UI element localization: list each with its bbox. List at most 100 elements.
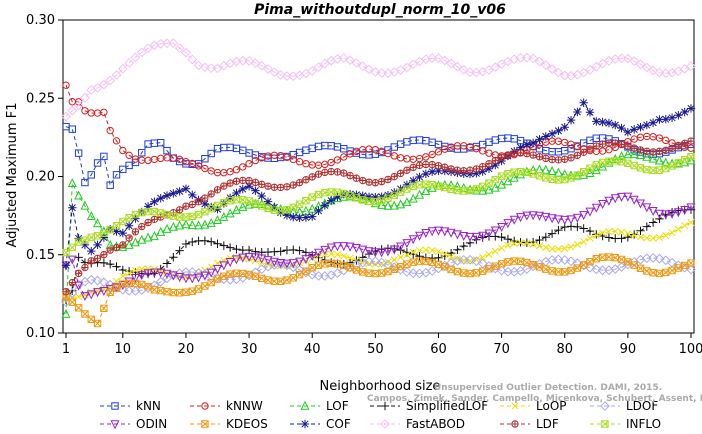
data-point (136, 47, 147, 58)
data-point (655, 166, 664, 174)
data-point (370, 67, 381, 77)
data-point (188, 159, 196, 168)
data-point (264, 182, 272, 190)
data-point (433, 226, 443, 236)
data-point (586, 145, 594, 153)
data-point (326, 243, 336, 253)
data-point (376, 68, 387, 78)
data-point (377, 178, 386, 186)
data-point (188, 190, 197, 200)
data-point (321, 188, 329, 197)
data-point (111, 70, 122, 80)
data-point (244, 252, 254, 262)
legend-swatch-marker (110, 420, 120, 430)
data-point (112, 262, 121, 271)
data-point (547, 129, 557, 138)
data-point (80, 92, 90, 103)
data-point (93, 159, 102, 167)
data-point (238, 201, 248, 211)
data-point (635, 199, 646, 209)
data-point (547, 229, 557, 238)
data-point (579, 224, 588, 233)
data-point (81, 263, 89, 272)
data-point (491, 160, 500, 170)
data-point (472, 165, 481, 173)
data-point (504, 169, 512, 178)
data-point (225, 243, 235, 252)
data-point (288, 259, 298, 269)
data-point (618, 228, 626, 236)
data-point (67, 177, 77, 187)
data-point (206, 63, 217, 74)
data-point (351, 243, 361, 253)
data-point (339, 189, 348, 199)
legend-label: kNN (136, 399, 161, 413)
data-point (686, 104, 696, 113)
data-point (560, 123, 569, 132)
data-point (397, 253, 405, 261)
legend-swatch-marker (380, 401, 390, 411)
data-point (162, 269, 172, 279)
legend-swatch-marker (511, 402, 519, 410)
legend-swatch-marker (300, 400, 310, 410)
data-point (389, 200, 399, 210)
data-point (611, 120, 620, 130)
data-point (643, 147, 651, 155)
data-point (244, 56, 254, 66)
data-point (503, 219, 513, 229)
data-point (250, 58, 261, 68)
data-point (484, 164, 494, 173)
data-point (655, 147, 664, 155)
data-point (207, 237, 216, 247)
data-point (642, 222, 652, 231)
data-point (485, 250, 493, 259)
data-point (478, 231, 488, 241)
data-point (194, 198, 203, 206)
data-point (591, 203, 601, 213)
data-point (559, 255, 570, 265)
legend-swatch-marker (300, 419, 310, 429)
data-point (541, 132, 550, 141)
data-point (623, 127, 633, 137)
data-point (592, 117, 601, 126)
data-point (566, 215, 576, 225)
data-point (250, 253, 260, 263)
data-point (654, 155, 664, 165)
data-point (466, 186, 474, 195)
data-point (534, 56, 545, 67)
data-point (105, 75, 116, 86)
legend-label: INFLO (626, 417, 661, 431)
data-point (137, 234, 147, 244)
data-point (636, 122, 645, 132)
data-point (81, 236, 89, 244)
data-point (74, 149, 83, 157)
data-point (67, 105, 78, 116)
legend-label: ODIN (136, 417, 167, 431)
data-point (352, 174, 361, 182)
legend-item-LOF: LOF (290, 399, 349, 413)
data-point (528, 138, 538, 148)
data-point (673, 158, 683, 168)
data-point (207, 204, 215, 213)
data-point (478, 140, 487, 149)
x-tick-label: 50 (367, 342, 384, 357)
data-point (256, 60, 267, 71)
data-point (542, 265, 550, 273)
data-point (138, 208, 146, 217)
data-point (465, 67, 475, 78)
data-point (295, 200, 304, 208)
data-point (528, 53, 539, 64)
data-point (409, 250, 418, 259)
watermark-line-1: Unsupervised Outlier Detection. DAMI, 20… (434, 383, 662, 393)
data-point (162, 191, 172, 200)
data-point (567, 140, 575, 149)
data-point (73, 100, 84, 111)
data-point (667, 158, 677, 168)
legend-swatch-marker (111, 402, 119, 410)
x-tick-label: 40 (304, 342, 321, 357)
legend-swatch-marker (201, 402, 209, 410)
chart-title: Pima_withoutdupl_norm_10_v06 (254, 2, 506, 18)
data-point (119, 217, 127, 226)
data-point (478, 185, 488, 195)
data-point (479, 253, 487, 261)
